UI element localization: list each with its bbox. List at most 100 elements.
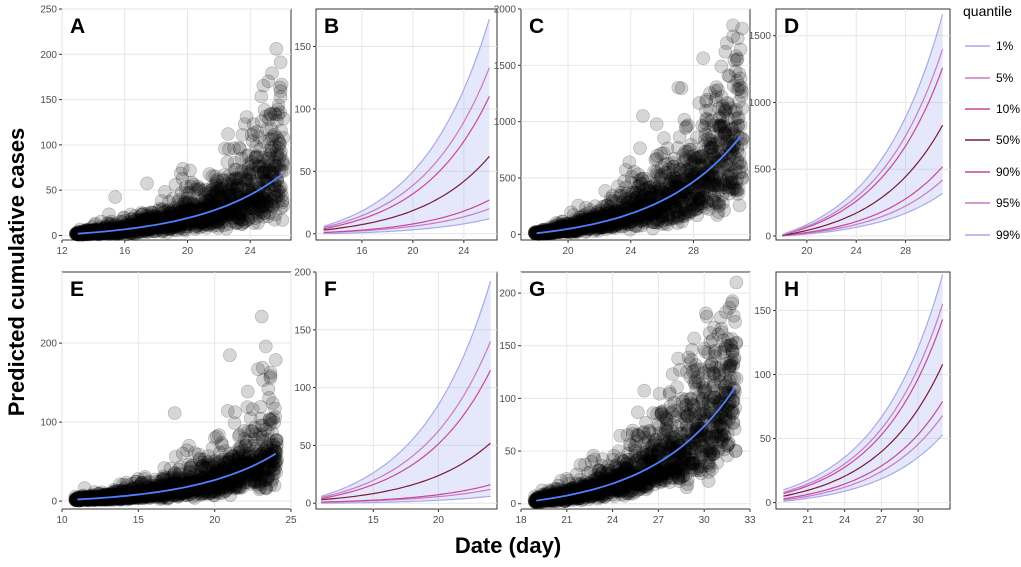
y-tick-label: 50 xyxy=(46,186,58,197)
x-tick-label: 24 xyxy=(458,246,470,257)
data-point xyxy=(268,416,281,429)
y-tick-label: 200 xyxy=(40,50,57,61)
data-point xyxy=(733,148,746,161)
panel-b: 0 50 100 150 16 20 24 B xyxy=(294,9,497,257)
data-point xyxy=(223,349,236,362)
data-point xyxy=(269,353,282,366)
data-point xyxy=(697,52,710,65)
y-tick-label: 150 xyxy=(294,325,311,336)
panel-a: 0 50 100 150 200 250 12 16 20 24 A xyxy=(40,5,291,258)
x-tick-label: 24 xyxy=(625,246,637,257)
x-tick-label: 20 xyxy=(209,515,221,526)
x-tick-label: 20 xyxy=(562,246,574,257)
data-point xyxy=(222,128,235,141)
y-tick-label: 100 xyxy=(294,104,311,115)
y-tick-label: 500 xyxy=(754,165,771,176)
data-point xyxy=(650,118,663,131)
data-point xyxy=(269,402,282,415)
y-tick-label: 150 xyxy=(294,42,311,53)
data-point xyxy=(276,200,289,213)
data-point xyxy=(735,85,748,98)
data-point xyxy=(276,214,289,227)
data-point xyxy=(268,479,281,492)
data-point xyxy=(264,369,277,382)
data-point xyxy=(275,124,288,137)
panel-letter-d: D xyxy=(784,15,799,38)
y-tick-label: 200 xyxy=(40,339,57,350)
panel-letter-b: B xyxy=(324,15,339,38)
panel-letter-e: E xyxy=(70,278,84,301)
panel-e: 0 100 200 10 15 20 25 E xyxy=(40,272,297,526)
data-point xyxy=(733,199,746,212)
y-tick-label: 1000 xyxy=(749,98,772,109)
y-tick-label: 0 xyxy=(51,231,57,242)
x-tick-label: 25 xyxy=(285,515,297,526)
data-point xyxy=(736,165,749,178)
x-tick-label: 15 xyxy=(133,515,145,526)
data-point xyxy=(633,142,646,155)
data-point xyxy=(733,67,746,80)
x-tick-label: 28 xyxy=(688,246,700,257)
y-tick-label: 50 xyxy=(300,441,312,452)
data-point xyxy=(734,43,747,56)
y-tick-label: 1500 xyxy=(749,31,772,42)
panel-letter-f: F xyxy=(324,278,337,301)
x-tick-label: 10 xyxy=(56,515,68,526)
x-tick-label: 12 xyxy=(56,246,68,257)
panel-d: 0 500 1000 1500 20 24 28 D xyxy=(749,9,950,257)
data-point xyxy=(168,407,181,420)
y-tick-label: 2000 xyxy=(494,5,517,16)
x-tick-label: 15 xyxy=(368,515,380,526)
y-tick-label: 1500 xyxy=(494,61,517,72)
panel-letter-a: A xyxy=(70,15,85,38)
y-tick-label: 0 xyxy=(510,230,516,241)
x-tick-label: 20 xyxy=(182,246,194,257)
y-tick-label: 0 xyxy=(51,497,57,508)
data-point xyxy=(718,204,731,217)
data-point xyxy=(259,340,272,353)
y-tick-label: 0 xyxy=(305,499,311,510)
x-tick-label: 24 xyxy=(851,246,863,257)
data-point xyxy=(183,164,196,177)
y-tick-label: 0 xyxy=(765,231,771,242)
data-point xyxy=(255,310,268,323)
data-point xyxy=(276,154,289,167)
data-point xyxy=(266,67,279,80)
x-tick-label: 20 xyxy=(433,515,445,526)
data-point xyxy=(734,119,747,132)
data-point xyxy=(109,191,122,204)
y-tick-label: 100 xyxy=(40,140,57,151)
y-tick-label: 250 xyxy=(40,5,57,16)
data-point xyxy=(274,106,287,119)
x-tick-label: 20 xyxy=(801,246,813,257)
data-point xyxy=(270,42,283,55)
x-tick-label: 24 xyxy=(245,246,257,257)
x-tick-label: 16 xyxy=(119,246,131,257)
y-tick-label: 50 xyxy=(300,167,312,178)
data-point xyxy=(736,22,749,35)
y-tick-label: 0 xyxy=(305,229,311,240)
y-tick-label: 100 xyxy=(40,418,57,429)
data-point xyxy=(675,82,688,95)
data-point xyxy=(274,180,287,193)
y-tick-label: 1000 xyxy=(494,117,517,128)
data-point xyxy=(273,137,286,150)
panel-letter-c: C xyxy=(529,15,544,38)
data-point xyxy=(274,56,287,69)
x-tick-label: 20 xyxy=(407,246,419,257)
data-point xyxy=(141,177,154,190)
y-tick-label: 150 xyxy=(40,95,57,106)
data-point xyxy=(731,184,744,197)
data-point xyxy=(636,109,649,122)
x-tick-label: 16 xyxy=(356,246,368,257)
data-point xyxy=(274,81,287,94)
y-tick-label: 500 xyxy=(499,174,516,185)
data-point xyxy=(681,119,694,132)
data-point xyxy=(241,385,254,398)
x-tick-label: 28 xyxy=(900,246,912,257)
